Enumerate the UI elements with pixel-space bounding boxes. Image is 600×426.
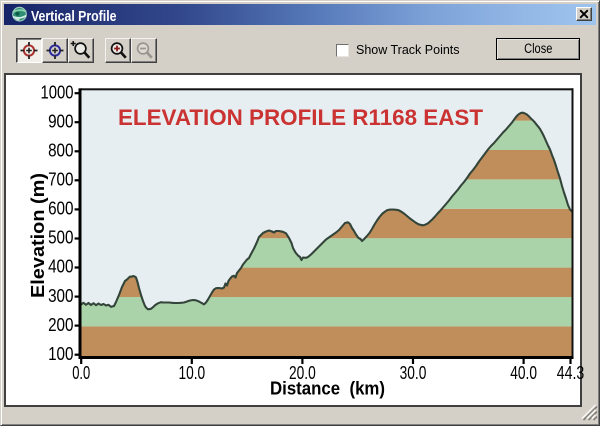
svg-text:10.0: 10.0 <box>178 363 205 383</box>
svg-text:700: 700 <box>48 170 73 190</box>
svg-text:500: 500 <box>48 228 73 248</box>
svg-text:Distance (km): Distance (km) <box>270 379 385 399</box>
svg-text:200: 200 <box>48 315 73 335</box>
svg-text:300: 300 <box>48 286 73 306</box>
svg-text:600: 600 <box>48 199 73 219</box>
svg-text:0.0: 0.0 <box>72 363 90 383</box>
svg-text:ELEVATION PROFILE R1168 EAST: ELEVATION PROFILE R1168 EAST <box>118 105 483 130</box>
svg-text:Elevation (m): Elevation (m) <box>28 173 48 298</box>
svg-text:100: 100 <box>48 344 73 364</box>
svg-text:1000: 1000 <box>41 82 74 102</box>
svg-text:800: 800 <box>48 141 73 161</box>
svg-text:40.0: 40.0 <box>510 363 537 383</box>
svg-text:30.0: 30.0 <box>400 363 427 383</box>
svg-text:20.0: 20.0 <box>289 363 316 383</box>
svg-text:44.3: 44.3 <box>557 363 585 383</box>
svg-text:900: 900 <box>48 111 73 131</box>
svg-text:400: 400 <box>48 257 73 277</box>
